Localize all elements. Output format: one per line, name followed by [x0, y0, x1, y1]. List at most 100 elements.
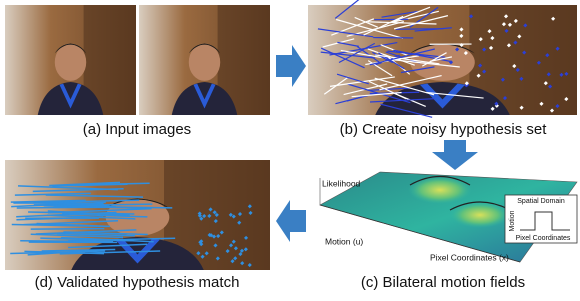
hypothesis-line	[214, 211, 216, 213]
hypothesis-line	[450, 61, 452, 63]
input-image-2	[139, 5, 270, 115]
caption: (c) Bilateral motion fields	[361, 274, 525, 291]
hypothesis-line	[221, 231, 223, 233]
caption: (b) Create noisy hypothesis set	[340, 121, 548, 138]
hypothesis-line	[241, 262, 243, 264]
hypothesis-line	[208, 215, 210, 217]
hypothesis-line	[502, 79, 504, 81]
hypothesis-line	[203, 215, 205, 217]
hypothesis-line	[565, 98, 567, 100]
hypothesis-line	[506, 30, 508, 32]
hypothesis-line	[460, 35, 462, 37]
hypothesis-line	[209, 234, 211, 236]
axis-label: Motion (u)	[325, 236, 363, 246]
hypothesis-line	[230, 244, 232, 246]
hypothesis-line	[513, 65, 515, 67]
page: (a) Input images (b) Create noisy hypoth…	[0, 0, 580, 301]
hypothesis-line	[518, 35, 520, 37]
hypothesis-line	[505, 15, 507, 17]
axis-label: Likelihood	[322, 178, 361, 188]
hypothesis-line	[200, 218, 202, 220]
hypothesis-line	[215, 220, 217, 222]
hypothesis-line	[466, 82, 468, 84]
hypothesis-line	[210, 208, 212, 210]
hypothesis-line	[478, 75, 480, 77]
hypothesis-line	[199, 212, 201, 214]
hypothesis-line	[20, 241, 113, 242]
hypothesis-line	[551, 110, 553, 112]
hypothesis-line	[549, 86, 551, 88]
hypothesis-line	[490, 47, 492, 49]
hypothesis-line	[492, 108, 494, 110]
hypothesis-line	[235, 247, 237, 249]
hypothesis-line	[503, 23, 505, 25]
hypothesis-line	[213, 236, 215, 238]
arrow	[276, 45, 306, 87]
hypothesis-line	[202, 256, 204, 258]
hypothesis-line	[215, 244, 217, 246]
hypothesis-line	[239, 253, 241, 255]
hypothesis-line	[515, 20, 517, 22]
hypothesis-line	[483, 49, 485, 51]
hypothesis-line	[495, 103, 497, 105]
hypothesis-line	[233, 216, 235, 218]
hypothesis-line	[245, 237, 247, 239]
hypothesis-line	[524, 24, 526, 26]
inset-axis-label: Pixel Coordinates	[516, 235, 571, 242]
hypothesis-line	[197, 252, 199, 254]
hypothesis-line	[234, 257, 236, 259]
hypothesis-line	[545, 82, 547, 84]
hypothesis-line	[483, 71, 485, 73]
figure: (a) Input images (b) Create noisy hypoth…	[0, 0, 580, 296]
hypothesis-line	[560, 74, 562, 76]
hypothesis-line	[232, 260, 234, 262]
hypothesis-line	[520, 78, 522, 80]
hypothesis-line	[250, 212, 252, 214]
arrow	[276, 200, 306, 242]
hypothesis-line	[216, 214, 218, 216]
hypothesis-line	[491, 37, 493, 39]
hypothesis-line	[217, 235, 219, 237]
hypothesis-line	[239, 213, 241, 215]
hypothesis-line	[460, 28, 462, 30]
caption: (d) Validated hypothesis match	[35, 274, 240, 291]
hypothesis-line	[480, 38, 482, 40]
hypothesis-line	[489, 30, 491, 32]
hypothesis-line	[565, 73, 567, 75]
hypothesis-line	[509, 24, 511, 26]
inset-axis-label: Motion	[509, 210, 516, 231]
hypothesis-line	[241, 250, 243, 252]
hypothesis-line	[557, 48, 559, 50]
hypothesis-line	[461, 44, 463, 46]
hypothesis-line	[470, 15, 472, 17]
arrow	[432, 140, 478, 170]
axis-label: Pixel Coordinates (x)	[430, 252, 509, 262]
hypothesis-line	[238, 222, 240, 224]
hypothesis-line	[546, 54, 548, 56]
hypothesis-line	[230, 214, 232, 216]
hypothesis-line	[233, 241, 235, 243]
hypothesis-line	[245, 248, 247, 250]
hypothesis-line	[249, 205, 251, 207]
hypothesis-line	[521, 107, 523, 109]
hypothesis-line	[465, 52, 467, 54]
caption: (a) Input images	[83, 121, 191, 138]
hypothesis-line	[200, 243, 202, 245]
hypothesis-line	[504, 97, 506, 99]
hypothesis-line	[523, 52, 525, 54]
hypothesis-line	[206, 252, 208, 254]
hypothesis-line	[514, 42, 516, 44]
hypothesis-line	[548, 73, 550, 75]
hypothesis-line	[552, 18, 554, 20]
hypothesis-line	[217, 257, 219, 259]
hypothesis-line	[538, 62, 540, 64]
hypothesis-line	[508, 44, 510, 46]
input-image-1	[5, 5, 136, 115]
hypothesis-line	[456, 48, 458, 50]
hypothesis-line	[249, 264, 251, 266]
hypothesis-line	[517, 69, 519, 71]
hypothesis-line	[540, 103, 542, 105]
hypothesis-line	[556, 105, 558, 107]
hypothesis-line	[227, 250, 229, 252]
hypothesis-line	[31, 229, 105, 230]
